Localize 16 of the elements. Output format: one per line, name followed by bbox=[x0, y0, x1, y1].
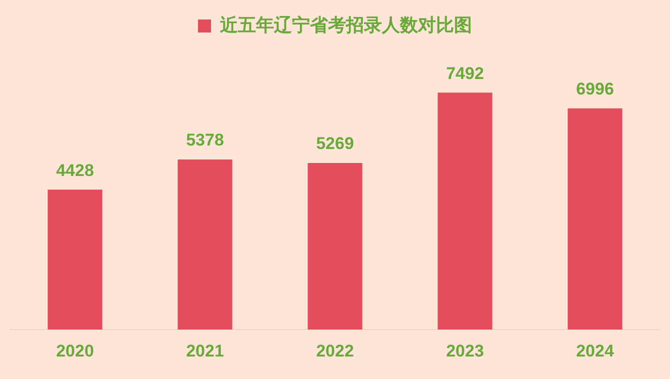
legend-label: 近五年辽宁省考招录人数对比图 bbox=[219, 14, 472, 35]
bar bbox=[568, 108, 622, 330]
bar bbox=[178, 160, 232, 330]
x-tick-label: 2020 bbox=[56, 341, 94, 360]
x-tick-label: 2022 bbox=[316, 341, 354, 360]
data-label: 4428 bbox=[56, 160, 94, 180]
x-tick-label: 2021 bbox=[186, 341, 224, 360]
data-label: 6996 bbox=[576, 80, 614, 99]
x-tick-label: 2024 bbox=[576, 341, 614, 360]
bar bbox=[308, 162, 362, 330]
x-tick-label: 2023 bbox=[446, 341, 484, 360]
data-label: 5378 bbox=[186, 130, 224, 150]
bar bbox=[438, 92, 492, 330]
bar bbox=[48, 190, 102, 330]
data-label: 5269 bbox=[316, 134, 354, 154]
data-label: 7492 bbox=[446, 64, 484, 83]
